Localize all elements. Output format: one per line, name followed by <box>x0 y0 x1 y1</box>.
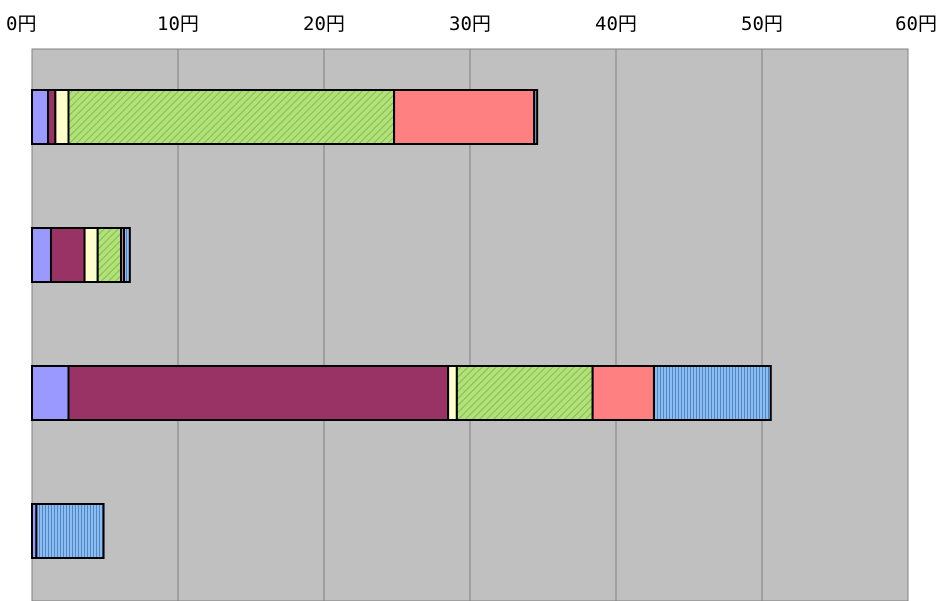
bar-segment-3-2 <box>67 365 450 421</box>
x-tick-label: 30円 <box>449 13 491 35</box>
bar-segment-2-2 <box>49 227 86 283</box>
bar-segment-3-3 <box>447 365 458 421</box>
bar-segments <box>31 89 772 559</box>
x-tick-label: 60円 <box>895 13 937 35</box>
x-tick-label: 40円 <box>595 13 637 35</box>
bar-segment-1-2 <box>47 89 57 145</box>
bar-segment-1-4 <box>67 89 396 145</box>
bar-segment-3-6 <box>652 365 772 421</box>
x-tick-label: 10円 <box>157 13 199 35</box>
x-tick-label: 0円 <box>6 13 36 35</box>
x-tick-label: 50円 <box>741 13 783 35</box>
x-tick-label: 20円 <box>303 13 345 35</box>
bar-segment-1-6 <box>533 89 539 145</box>
bar-segment-3-5 <box>591 365 655 421</box>
bar-segment-1-1 <box>31 89 50 145</box>
bar-segment-1-3 <box>54 89 70 145</box>
bar-segment-2-1 <box>31 227 52 283</box>
bar-segment-2-4 <box>96 227 123 283</box>
bar-segment-3-1 <box>31 365 70 421</box>
bar-segment-2-6 <box>122 227 131 283</box>
bar-segment-4-6 <box>35 503 105 559</box>
bar-segment-3-4 <box>455 365 594 421</box>
x-axis-tick-labels: 0円 10円 20円 30円 40円 50円 60円 <box>6 13 937 35</box>
bar-segment-1-5 <box>393 89 536 145</box>
bar-segment-2-3 <box>83 227 99 283</box>
